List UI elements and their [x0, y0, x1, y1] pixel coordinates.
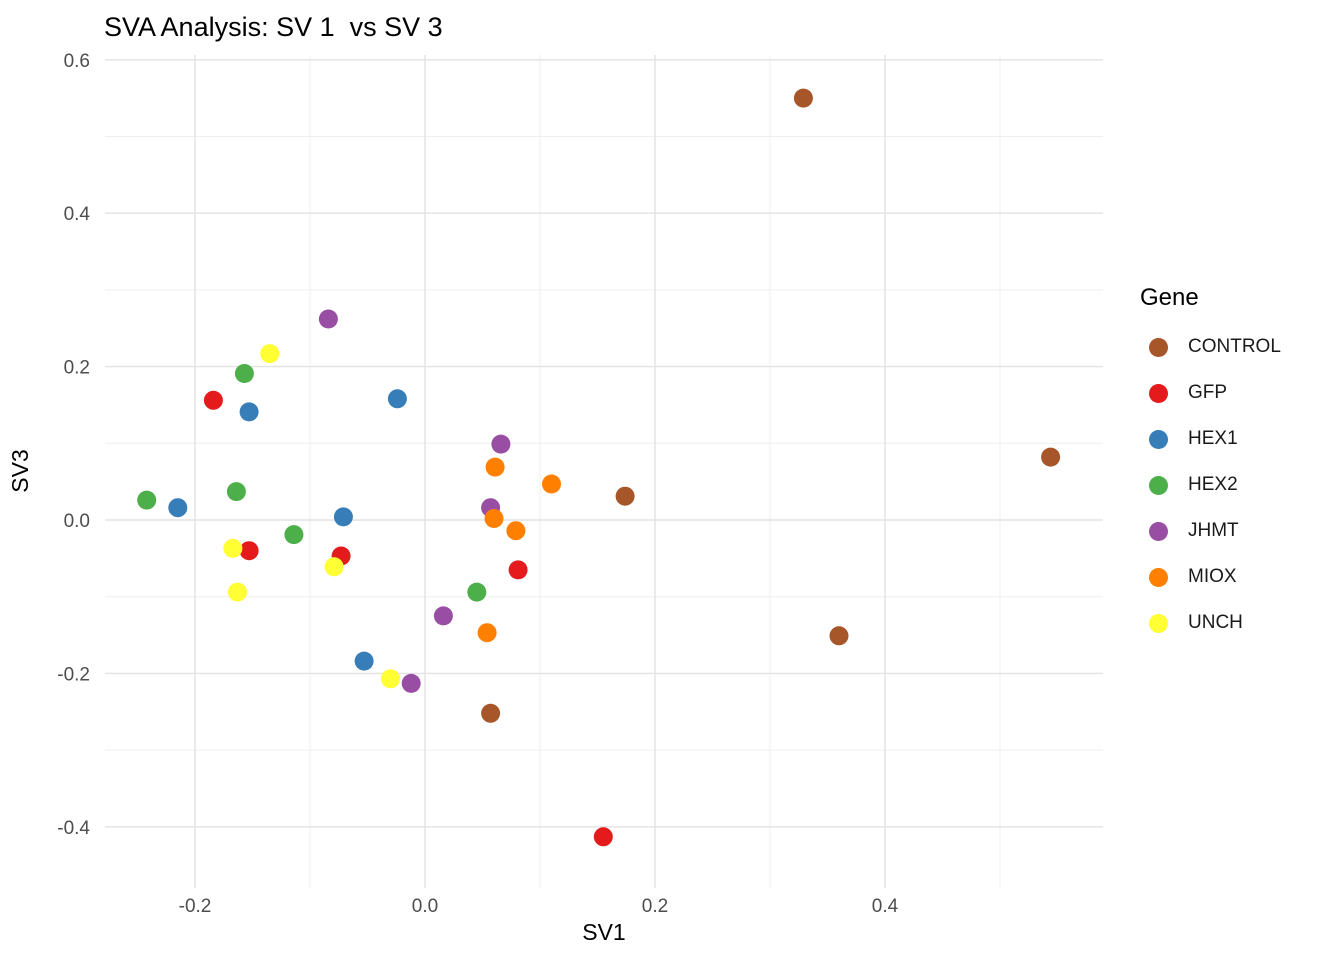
- tick-label: 0.6: [64, 51, 90, 72]
- data-point-hex2: [467, 582, 487, 602]
- data-point-hex1: [387, 389, 407, 409]
- x-axis-title: SV1: [582, 919, 625, 945]
- legend-item-label: CONTROL: [1188, 336, 1281, 357]
- legend-item-hex2: HEX2: [1140, 462, 1281, 508]
- data-point-unch: [223, 538, 243, 558]
- data-points-layer: [137, 88, 1061, 847]
- data-point-hex2: [226, 482, 246, 502]
- tick-label: 0.4: [872, 896, 899, 917]
- legend-item-label: GFP: [1188, 382, 1228, 403]
- tick-label: 0.4: [64, 204, 91, 225]
- data-point-hex2: [234, 364, 254, 383]
- legend-key-dot: [1149, 521, 1168, 541]
- legend: Gene CONTROL GFP HEX1 HEX2 JHMT MIOX UNCH: [1140, 284, 1281, 646]
- legend-item-hex1: HEX1: [1140, 416, 1281, 462]
- data-point-miox: [485, 457, 505, 477]
- legend-title: Gene: [1140, 284, 1199, 311]
- data-point-unch: [228, 582, 247, 602]
- data-point-hex2: [137, 490, 157, 510]
- data-point-miox: [484, 509, 504, 528]
- data-point-unch: [260, 344, 280, 364]
- data-point-gfp: [508, 560, 528, 580]
- data-point-miox: [477, 623, 497, 643]
- legend-item-label: HEX1: [1188, 428, 1238, 449]
- chart-title: SVA Analysis: SV 1 vs SV 3: [104, 12, 443, 42]
- data-point-gfp: [203, 390, 223, 410]
- legend-item-gfp: GFP: [1140, 370, 1281, 416]
- tick-label: 0.2: [64, 358, 90, 379]
- data-point-unch: [381, 669, 400, 689]
- legend-item-label: HEX2: [1188, 474, 1238, 495]
- data-point-gfp: [593, 827, 613, 847]
- legend-key-dot: [1149, 383, 1168, 403]
- data-point-miox: [506, 521, 526, 541]
- data-point-control: [1041, 447, 1061, 467]
- legend-item-jhmt: JHMT: [1140, 508, 1281, 554]
- data-point-control: [829, 626, 849, 646]
- legend-key-dot: [1149, 613, 1168, 633]
- legend-key-dot: [1149, 475, 1168, 495]
- data-point-control: [615, 486, 635, 506]
- data-point-jhmt: [491, 434, 511, 454]
- data-point-jhmt: [318, 309, 338, 329]
- legend-key-dot: [1149, 337, 1168, 357]
- tick-label: -0.2: [57, 664, 90, 685]
- major-gridlines: [105, 55, 1103, 888]
- legend-key-dot: [1149, 429, 1168, 449]
- data-point-jhmt: [433, 606, 453, 626]
- tick-label: 0.2: [642, 896, 668, 917]
- legend-items: CONTROL GFP HEX1 HEX2 JHMT MIOX UNCH: [1140, 324, 1281, 646]
- data-point-jhmt: [401, 673, 421, 693]
- data-point-miox: [542, 474, 561, 494]
- tick-label: -0.2: [179, 896, 212, 917]
- data-point-control: [481, 703, 501, 723]
- data-point-hex1: [354, 651, 374, 671]
- y-axis-title: SV3: [7, 449, 33, 492]
- minor-gridlines: [105, 55, 1103, 888]
- data-point-unch: [324, 557, 344, 577]
- legend-item-miox: MIOX: [1140, 554, 1281, 600]
- axis-tick-labels: -0.2 0.0 0.2 0.4 -0.4 -0.2 0.0 0.2 0.4 0.6: [57, 51, 898, 917]
- legend-item-label: UNCH: [1188, 612, 1243, 633]
- legend-item-label: JHMT: [1188, 520, 1239, 541]
- legend-item-unch: UNCH: [1140, 600, 1281, 646]
- tick-label: 0.0: [64, 511, 90, 532]
- data-point-hex1: [333, 507, 353, 527]
- data-point-hex2: [284, 525, 304, 545]
- data-point-hex1: [239, 402, 259, 422]
- legend-item-control: CONTROL: [1140, 324, 1281, 370]
- tick-label: 0.0: [412, 896, 438, 917]
- tick-label: -0.4: [57, 818, 90, 839]
- data-point-control: [793, 88, 813, 108]
- data-point-gfp: [239, 541, 259, 561]
- data-point-hex1: [168, 498, 188, 518]
- legend-key-dot: [1149, 567, 1168, 587]
- legend-item-label: MIOX: [1188, 566, 1237, 587]
